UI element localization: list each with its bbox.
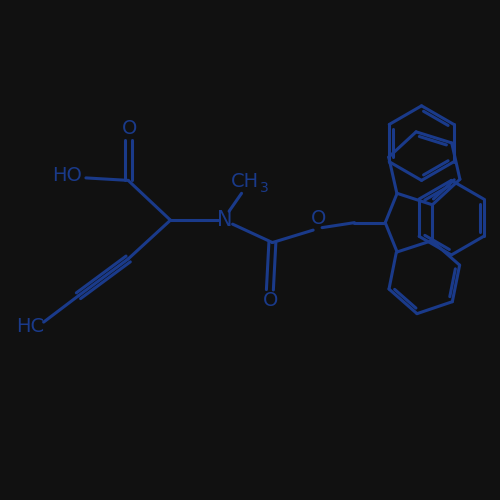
Text: O: O: [122, 119, 137, 138]
Text: CH: CH: [231, 172, 259, 192]
Text: HO: HO: [52, 166, 82, 185]
Text: 3: 3: [260, 181, 268, 195]
Text: N: N: [218, 210, 233, 230]
Text: HC: HC: [16, 316, 44, 336]
Text: O: O: [263, 291, 278, 310]
Text: O: O: [311, 209, 326, 228]
